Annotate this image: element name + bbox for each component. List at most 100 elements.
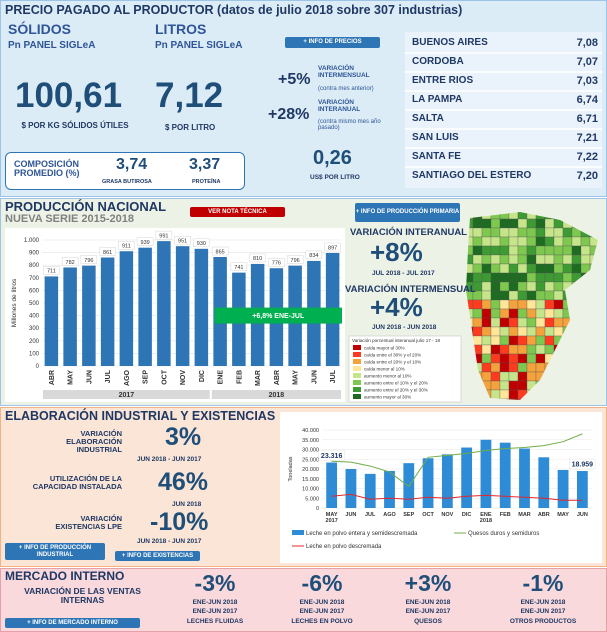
x-tick-label: MAY <box>293 370 300 385</box>
map-cell <box>535 227 546 238</box>
x-tick-label: ENE <box>218 370 225 385</box>
map-cell <box>517 371 528 382</box>
map-cell <box>562 254 573 265</box>
province-name: SANTIAGO DEL ESTERO <box>412 170 532 181</box>
map-cell <box>466 389 474 400</box>
button[interactable]: + INFO DE PRECIOS <box>285 37 380 48</box>
province-value: 6,74 <box>576 94 598 106</box>
map-cell <box>580 335 591 346</box>
map-cell <box>526 389 537 400</box>
map-cell <box>517 317 528 328</box>
map-cell <box>466 272 474 283</box>
unit: $ POR LITRO <box>165 123 216 132</box>
map-cell <box>535 398 546 400</box>
button[interactable]: VER NOTA TÉCNICA <box>190 207 285 217</box>
map-cell <box>599 309 607 318</box>
map-cell <box>517 353 528 364</box>
map-cell <box>466 335 474 346</box>
line <box>331 493 583 501</box>
bar <box>403 463 415 508</box>
map-cell <box>508 212 519 220</box>
x-tick-label: NOV <box>180 370 187 386</box>
x-tick-label: ENE 2018 <box>479 512 493 524</box>
map-cell <box>508 380 519 391</box>
button[interactable]: + INFO DE EXISTENCIAS <box>115 551 200 561</box>
variation-label: VARIACIÓN INTERANUAL <box>318 99 361 113</box>
map-cell <box>472 398 483 400</box>
map-cell <box>544 389 555 400</box>
map-cell <box>466 371 474 382</box>
y-tick-label: 400 <box>29 314 40 320</box>
year-label: 2018 <box>269 392 285 399</box>
map-cell <box>517 389 528 400</box>
map-cell <box>499 308 510 319</box>
map-cell <box>499 353 510 364</box>
section-title: PRODUCCIÓN NACIONAL <box>5 199 167 214</box>
map-cell <box>517 263 528 274</box>
map-cell <box>499 263 510 274</box>
map-cell <box>571 218 582 229</box>
variation: +5% <box>278 71 311 88</box>
map-cell <box>589 254 598 265</box>
map-cell <box>490 218 501 229</box>
map-cell <box>553 317 564 328</box>
map-cell <box>508 344 519 355</box>
province-name: SANTA FE <box>412 151 461 162</box>
map-cell <box>472 254 483 265</box>
map-cell <box>526 344 537 355</box>
x-tick-label: ABR <box>49 370 56 385</box>
button[interactable]: + INFO DE MERCADO INTERNO <box>5 618 140 628</box>
map-cell <box>571 362 582 373</box>
value-label-bg <box>155 230 173 240</box>
x-tick-label: JUN <box>576 512 588 518</box>
map-cell <box>553 326 564 337</box>
map-cell <box>562 335 573 346</box>
map-cell <box>490 272 501 283</box>
period: ENE-JUN 2018 <box>405 599 451 606</box>
map-cell <box>466 263 474 274</box>
x-tick-label: DIC <box>199 370 206 382</box>
map-cell <box>481 281 492 292</box>
legend-swatch <box>353 345 361 350</box>
bar <box>364 473 376 508</box>
button[interactable]: + INFO DE PRODUCCIÓN PRIMARIA <box>355 203 460 222</box>
legend-swatch <box>353 387 361 392</box>
map-legend-box <box>348 335 462 403</box>
map-cell <box>466 380 474 391</box>
map-cell <box>535 371 546 382</box>
map-cell <box>599 210 607 219</box>
subtitle: VARIACIÓN DE LAS VENTAS INTERNAS <box>24 586 141 605</box>
note: (contra mes anterior) <box>318 86 374 92</box>
value-label: 711 <box>47 269 56 275</box>
map-cell <box>589 371 598 382</box>
map-cell <box>562 263 573 274</box>
y-tick-label: 0 <box>36 364 40 370</box>
legend-swatch <box>353 366 361 371</box>
map-cell <box>589 236 598 247</box>
x-tick-label: JUN <box>345 512 357 518</box>
map-cell <box>553 344 564 355</box>
value-label-bg <box>318 450 345 461</box>
map-cell <box>599 255 607 264</box>
map-cell <box>544 218 555 229</box>
map-cell <box>599 390 607 399</box>
map-cell <box>490 227 501 238</box>
map-cell <box>535 380 546 391</box>
map-cell <box>517 245 528 256</box>
market-value: +3% <box>404 570 452 596</box>
y-tick-label: 1.000 <box>24 238 40 244</box>
map-cell <box>508 317 519 328</box>
map-cell <box>499 389 510 400</box>
map-cell <box>553 290 564 301</box>
value-label: 810 <box>253 256 262 262</box>
y-tick-label: 10.000 <box>302 487 319 493</box>
map-cell <box>517 398 528 400</box>
market-value: -6% <box>301 570 343 596</box>
map-cell <box>481 380 492 391</box>
bar <box>194 248 209 366</box>
map-cell <box>535 362 546 373</box>
composition-box <box>5 152 245 190</box>
map-cell <box>544 236 555 247</box>
button[interactable]: + INFO DE PRODUCCIÓN INDUSTRIAL <box>5 543 105 560</box>
legend-swatch <box>353 352 361 357</box>
